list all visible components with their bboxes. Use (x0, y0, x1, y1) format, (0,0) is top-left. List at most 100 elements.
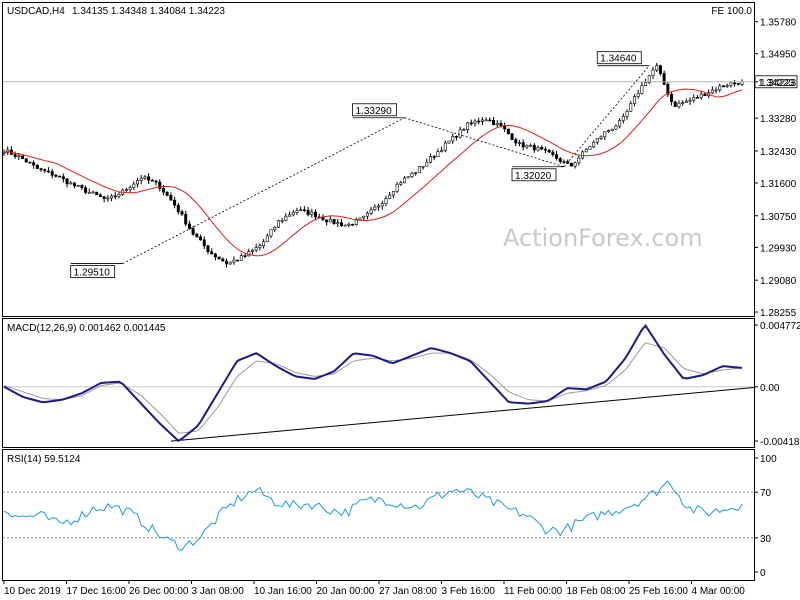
candle-body (169, 195, 173, 201)
candle-body (614, 125, 618, 130)
candle-body (677, 102, 681, 108)
candle-body (692, 97, 696, 101)
candle-body (206, 245, 210, 253)
candle-body (250, 249, 254, 252)
macd-main-line (3, 324, 743, 442)
candle (621, 113, 625, 124)
candle-body (606, 130, 610, 133)
candle (529, 143, 533, 147)
candle (484, 117, 488, 122)
candle-body (688, 99, 692, 102)
candle (673, 100, 677, 108)
candle-body (644, 82, 648, 86)
candle-body (666, 84, 670, 95)
candle-body (414, 172, 418, 175)
candle (644, 78, 648, 86)
candles (2, 62, 744, 268)
candle (458, 126, 462, 139)
candle-body (28, 161, 32, 164)
candle (84, 185, 88, 195)
candle (606, 129, 610, 133)
candle (677, 100, 681, 109)
candle-body (221, 258, 225, 262)
candle (532, 143, 536, 153)
candle (640, 81, 644, 95)
candle-body (265, 235, 269, 243)
candle (733, 79, 737, 87)
swing-label-box (511, 168, 557, 182)
candle-body (725, 85, 729, 87)
candle-body (384, 198, 388, 205)
candle (250, 248, 254, 255)
candle (380, 200, 384, 210)
candle (403, 176, 407, 184)
candle (72, 182, 76, 189)
candle (629, 100, 633, 112)
swing-label: 1.34640 (600, 54, 637, 65)
candle (469, 119, 473, 126)
candle-body (599, 136, 603, 139)
candle-body (670, 94, 674, 103)
candle (332, 219, 336, 225)
candle (239, 253, 243, 261)
candle (347, 222, 351, 228)
candle (328, 215, 332, 223)
candle (302, 206, 306, 213)
candle-body (658, 65, 662, 74)
rsi-tick-label: 0 (760, 568, 766, 579)
candle-body (314, 211, 318, 218)
candle-body (147, 176, 151, 181)
candle (195, 232, 199, 238)
candle (95, 191, 99, 196)
candle-body (555, 154, 559, 159)
candle-body (577, 157, 581, 164)
candle (39, 167, 43, 173)
rsi-tick-label: 30 (760, 534, 772, 545)
candle (525, 144, 529, 150)
candle-body (239, 255, 243, 261)
candle (169, 192, 173, 201)
candle (150, 178, 154, 182)
candle-body (514, 139, 518, 144)
price-tick-label: 1.35780 (760, 18, 797, 29)
candle (221, 257, 225, 262)
candle-body (343, 224, 347, 227)
candle (655, 62, 659, 73)
candle (681, 100, 685, 106)
candle-body (703, 93, 707, 97)
candle (47, 167, 51, 174)
candle-body (625, 111, 629, 117)
candle (291, 209, 295, 217)
candle (228, 261, 232, 265)
candle-body (191, 228, 195, 235)
candle (388, 192, 392, 200)
candle (69, 181, 73, 185)
candle-body (72, 182, 76, 187)
candle-body (380, 203, 384, 207)
candle-body (651, 69, 655, 76)
time-tick-label: 3 Feb 16:00 (442, 586, 496, 597)
candle-body (521, 142, 525, 148)
candle (336, 219, 340, 228)
candle-body (632, 96, 636, 104)
candle-body (662, 73, 666, 85)
candle (714, 87, 718, 94)
candle-body (43, 169, 47, 172)
candle-body (39, 168, 43, 170)
candle-body (640, 85, 644, 94)
candle-body (621, 116, 625, 121)
candle (506, 128, 510, 135)
candle-body (158, 181, 162, 189)
candle (710, 86, 714, 95)
projection-line (122, 117, 405, 264)
candle-body (440, 150, 444, 152)
candle-body (232, 259, 236, 263)
candle (695, 95, 699, 99)
candle (584, 147, 588, 153)
candle-body (258, 245, 262, 248)
candle (54, 173, 58, 178)
candle-body (447, 140, 451, 144)
candle (358, 217, 362, 220)
candle (670, 92, 674, 106)
candle (32, 160, 36, 169)
